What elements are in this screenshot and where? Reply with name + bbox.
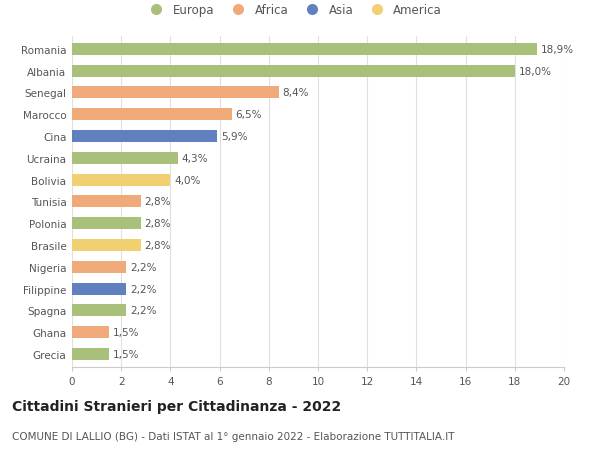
Legend: Europa, Africa, Asia, America: Europa, Africa, Asia, America (140, 0, 447, 22)
Text: 2,8%: 2,8% (145, 197, 171, 207)
Bar (72, 283, 126, 295)
Text: Cittadini Stranieri per Cittadinanza - 2022: Cittadini Stranieri per Cittadinanza - 2… (12, 399, 341, 413)
Bar (72, 131, 217, 143)
Bar (72, 348, 109, 360)
Text: 2,2%: 2,2% (130, 306, 157, 316)
Bar (72, 261, 126, 273)
Bar (72, 305, 126, 317)
Text: 2,2%: 2,2% (130, 284, 157, 294)
Text: 1,5%: 1,5% (113, 327, 139, 337)
Bar (72, 152, 178, 164)
Bar (72, 87, 278, 99)
Bar (72, 109, 232, 121)
Text: 18,9%: 18,9% (541, 45, 574, 55)
Bar (72, 196, 141, 208)
Bar (72, 174, 170, 186)
Bar (72, 326, 109, 338)
Text: 4,0%: 4,0% (174, 175, 200, 185)
Bar (72, 44, 537, 56)
Text: 5,9%: 5,9% (221, 132, 247, 142)
Text: 2,8%: 2,8% (145, 241, 171, 251)
Bar (72, 218, 141, 230)
Text: COMUNE DI LALLIO (BG) - Dati ISTAT al 1° gennaio 2022 - Elaborazione TUTTITALIA.: COMUNE DI LALLIO (BG) - Dati ISTAT al 1°… (12, 431, 455, 442)
Text: 8,4%: 8,4% (283, 88, 309, 98)
Text: 2,2%: 2,2% (130, 262, 157, 272)
Bar (72, 240, 141, 252)
Text: 1,5%: 1,5% (113, 349, 139, 359)
Bar (72, 66, 515, 78)
Text: 2,8%: 2,8% (145, 218, 171, 229)
Text: 6,5%: 6,5% (236, 110, 262, 120)
Text: 4,3%: 4,3% (181, 153, 208, 163)
Text: 18,0%: 18,0% (518, 67, 551, 77)
